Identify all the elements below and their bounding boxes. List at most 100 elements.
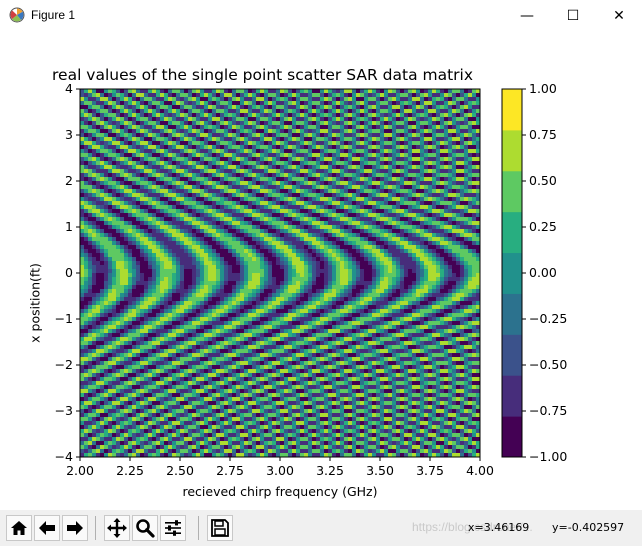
contour-band bbox=[128, 261, 133, 266]
contour-band bbox=[88, 125, 93, 130]
contour-band bbox=[432, 241, 437, 246]
contour-band bbox=[340, 197, 345, 202]
contour-band bbox=[292, 273, 297, 278]
contour-band bbox=[344, 225, 349, 230]
contour-band bbox=[456, 101, 461, 106]
contour-band bbox=[268, 149, 273, 154]
contour-band bbox=[472, 165, 477, 170]
contour-band bbox=[308, 121, 313, 126]
contour-band bbox=[256, 289, 261, 294]
contour-band bbox=[412, 189, 417, 194]
contour-band bbox=[208, 189, 221, 194]
contour-band bbox=[464, 133, 469, 138]
contour-band bbox=[260, 225, 269, 230]
contour-band bbox=[232, 121, 237, 126]
contour-band bbox=[292, 241, 305, 246]
contour-band bbox=[172, 309, 177, 314]
contour-band bbox=[284, 97, 289, 102]
contour-band bbox=[308, 289, 313, 294]
contour-band bbox=[300, 109, 305, 114]
contour-band bbox=[80, 321, 85, 326]
contour-band bbox=[444, 265, 449, 270]
contour-band bbox=[176, 257, 181, 262]
contour-band bbox=[396, 189, 401, 194]
contour-band bbox=[240, 241, 245, 246]
contour-band bbox=[260, 233, 265, 238]
contour-band bbox=[324, 141, 329, 146]
contour-band bbox=[336, 105, 341, 110]
contour-band bbox=[368, 289, 373, 294]
contour-band bbox=[112, 97, 117, 102]
contour-band bbox=[212, 125, 217, 130]
contour-band bbox=[316, 121, 321, 126]
contour-band bbox=[212, 113, 217, 118]
contour-band bbox=[136, 149, 141, 154]
contour-band bbox=[360, 109, 365, 114]
contour-band bbox=[140, 89, 149, 94]
contour-band bbox=[324, 117, 329, 122]
contour-band bbox=[284, 273, 289, 278]
contour-band bbox=[112, 221, 125, 226]
contour-band bbox=[200, 181, 205, 186]
contour-band bbox=[224, 93, 233, 98]
contour-band bbox=[428, 169, 433, 174]
contour-band bbox=[292, 309, 297, 314]
contour-band bbox=[380, 169, 389, 174]
contour-band bbox=[464, 149, 469, 154]
contour-band bbox=[468, 237, 473, 242]
contour-band bbox=[324, 297, 329, 302]
contour-band bbox=[404, 281, 413, 286]
figure-canvas[interactable]: real values of the single point scatter … bbox=[0, 31, 642, 510]
contour-band bbox=[216, 305, 221, 310]
contour-band bbox=[364, 205, 373, 210]
contour-band bbox=[220, 209, 225, 214]
contour-band bbox=[112, 101, 117, 106]
contour-band bbox=[328, 313, 341, 318]
contour-band bbox=[132, 237, 137, 242]
contour-band bbox=[324, 237, 329, 242]
contour-band bbox=[448, 233, 453, 238]
contour-band bbox=[100, 253, 105, 258]
contour-band bbox=[148, 249, 153, 254]
contour-band bbox=[336, 121, 341, 126]
contour-band bbox=[348, 305, 353, 310]
contour-band bbox=[276, 297, 285, 302]
contour-band bbox=[352, 285, 357, 290]
close-button[interactable]: ✕ bbox=[596, 0, 642, 31]
contour-band bbox=[448, 93, 453, 98]
contour-band bbox=[296, 301, 301, 306]
contour-band bbox=[304, 105, 309, 110]
maximize-button[interactable]: ☐ bbox=[550, 0, 596, 31]
contour-band bbox=[288, 285, 301, 290]
minimize-button[interactable]: — bbox=[504, 0, 550, 31]
contour-band bbox=[100, 117, 105, 122]
contour-band bbox=[316, 309, 321, 314]
contour-band bbox=[272, 121, 281, 126]
contour-band bbox=[444, 229, 449, 234]
contour-band bbox=[396, 265, 401, 270]
contour-band bbox=[236, 253, 241, 258]
contour-band bbox=[148, 141, 153, 146]
contour-band bbox=[200, 189, 205, 194]
contour-band bbox=[320, 101, 325, 106]
contour-band bbox=[156, 257, 161, 262]
contour-band bbox=[124, 133, 129, 138]
contour-band bbox=[164, 153, 169, 158]
contour-band bbox=[332, 273, 337, 278]
contour-band bbox=[320, 261, 325, 266]
contour-band bbox=[464, 105, 469, 110]
contour-band bbox=[392, 105, 401, 110]
contour-band bbox=[376, 105, 381, 110]
contour-band bbox=[256, 157, 261, 162]
contour-band bbox=[324, 249, 329, 254]
contour-band bbox=[140, 217, 145, 222]
contour-band bbox=[412, 129, 417, 134]
contour-band bbox=[188, 177, 193, 182]
contour-band bbox=[420, 285, 425, 290]
contour-band bbox=[128, 309, 133, 314]
contour-band bbox=[436, 241, 441, 246]
contour-band bbox=[256, 121, 261, 126]
contour-band bbox=[128, 133, 133, 138]
contour-band bbox=[112, 233, 121, 238]
contour-band bbox=[148, 157, 157, 162]
